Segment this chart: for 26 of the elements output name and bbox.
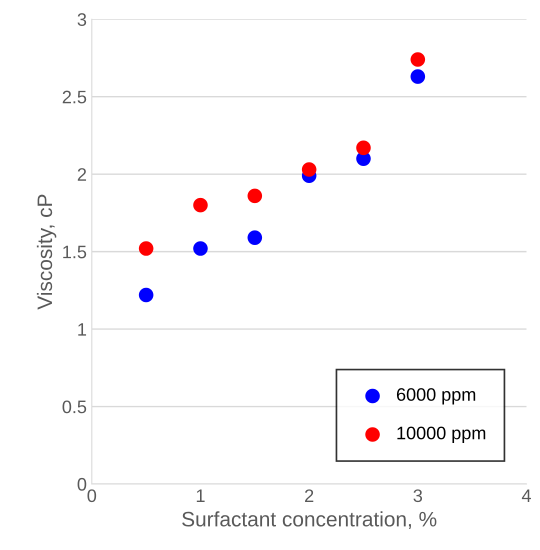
y-tick-label: 1 bbox=[78, 323, 86, 336]
point bbox=[138, 288, 154, 302]
point bbox=[193, 198, 208, 212]
y-tick-label: 0 bbox=[78, 478, 86, 491]
point bbox=[302, 162, 316, 177]
x-tick-label: 1 bbox=[196, 490, 205, 502]
y-tick-label: 1.5 bbox=[63, 246, 86, 258]
x-tick-label: 2 bbox=[305, 489, 314, 502]
point bbox=[248, 188, 262, 204]
y-axis-title: Viscosity, cP bbox=[36, 194, 56, 310]
point bbox=[410, 69, 426, 84]
legend-label: 10000 ppm bbox=[397, 426, 486, 443]
point bbox=[248, 230, 262, 245]
y-tick-label: 2.5 bbox=[62, 90, 86, 104]
x-tick-label: 3 bbox=[413, 489, 422, 502]
y-tick-label: 2 bbox=[78, 168, 86, 181]
point bbox=[193, 241, 208, 256]
point bbox=[356, 140, 371, 156]
point bbox=[410, 52, 426, 67]
y-tick-label: 3 bbox=[78, 13, 86, 26]
point bbox=[138, 241, 154, 256]
legend-label: 6000 ppm bbox=[396, 388, 476, 404]
y-tick-label: 0.5 bbox=[62, 400, 86, 414]
x-tick-label: 0 bbox=[87, 489, 96, 502]
x-tick-label: 4 bbox=[522, 490, 531, 502]
x-axis-title: Surfactant concentration, % bbox=[182, 511, 436, 530]
